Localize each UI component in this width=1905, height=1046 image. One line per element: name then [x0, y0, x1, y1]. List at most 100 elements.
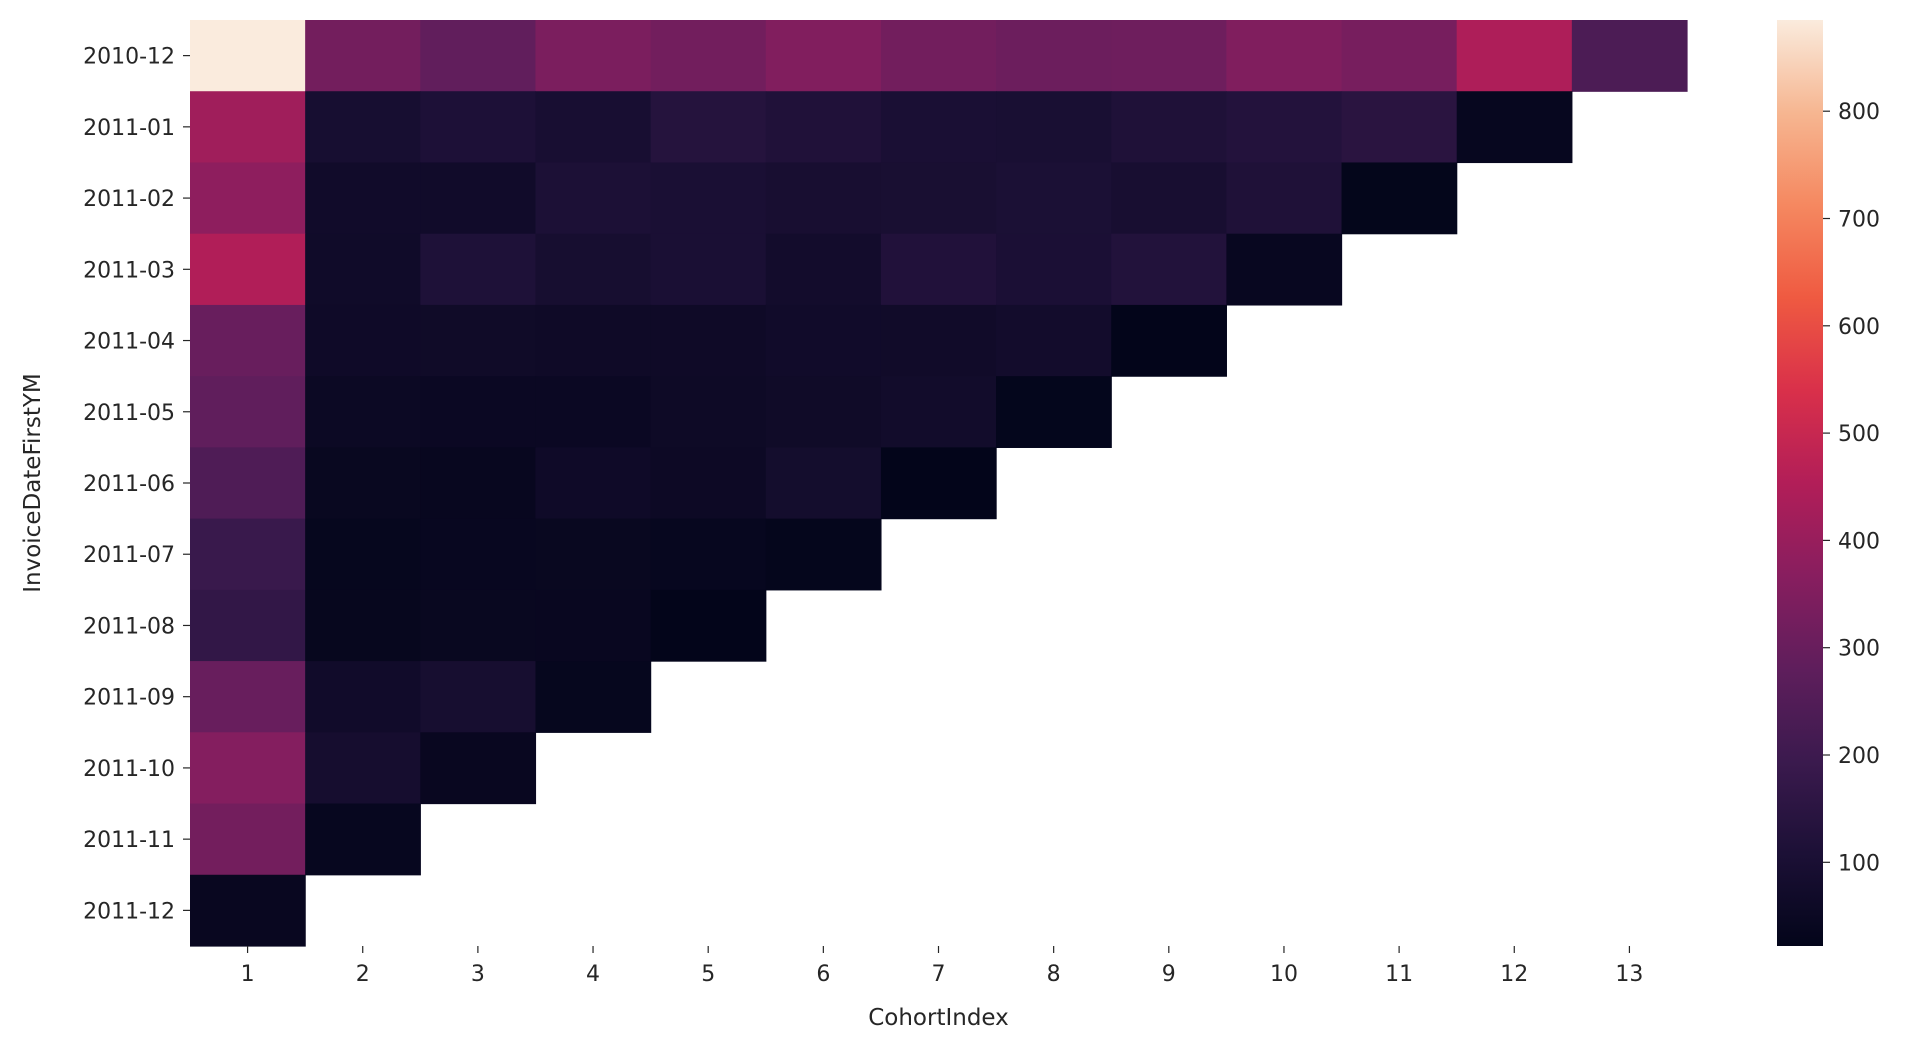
heatmap-cell: [1111, 304, 1227, 377]
heatmap-cell: [650, 447, 767, 520]
heatmap-cell: [305, 376, 421, 448]
heatmap-cell: [1341, 20, 1458, 92]
y-tick-label: 2011-09: [83, 686, 175, 711]
heatmap-cell: [535, 91, 652, 164]
y-tick-label: 2010-12: [83, 45, 175, 70]
x-tick-label: 11: [1385, 962, 1413, 987]
heatmap-cell: [880, 162, 997, 235]
heatmap-cell: [305, 518, 421, 591]
heatmap-cell: [420, 732, 537, 805]
heatmap-cell: [190, 304, 306, 377]
colorbar-tick-label: 200: [1838, 744, 1880, 769]
heatmap-cell: [190, 803, 306, 876]
heatmap-cell: [765, 233, 882, 306]
x-axis-ticks: 1 2 3 4 5 6 7 8 9 10 11 12 13: [241, 946, 1643, 987]
heatmap-cell: [305, 803, 421, 876]
heatmap-cell: [996, 376, 1112, 448]
heatmap-cell: [880, 233, 997, 306]
heatmap-cell: [1226, 20, 1343, 92]
heatmap-cell: [190, 589, 306, 662]
heatmap-cell: [535, 162, 652, 235]
heatmap-cell: [305, 732, 421, 805]
heatmap-cell: [420, 91, 537, 164]
x-axis-label: CohortIndex: [868, 1005, 1009, 1031]
heatmap-cell: [650, 162, 767, 235]
heatmap-cell: [305, 447, 421, 520]
heatmap-cell: [880, 447, 997, 520]
heatmap-cell: [305, 233, 421, 306]
heatmap-cell: [880, 91, 997, 164]
heatmap-cell: [420, 162, 537, 235]
heatmap-cell: [996, 233, 1112, 306]
heatmap-cell: [650, 20, 767, 92]
colorbar-tick-label: 800: [1838, 100, 1880, 125]
heatmap-cell: [535, 518, 652, 591]
heatmap-cell: [650, 233, 767, 306]
x-tick-label: 13: [1615, 962, 1643, 987]
heatmap-cell: [190, 162, 306, 235]
heatmap-cell: [420, 304, 537, 377]
heatmap-cell: [420, 447, 537, 520]
y-tick-label: 2011-10: [83, 757, 175, 782]
y-tick-label: 2011-02: [83, 187, 175, 212]
y-tick-label: 2011-07: [83, 543, 175, 568]
colorbar-tick-label: 300: [1838, 637, 1880, 662]
heatmap-cell: [765, 91, 882, 164]
heatmap-cell: [305, 661, 421, 733]
heatmap-cell: [1341, 91, 1458, 164]
heatmap-cell: [1111, 233, 1227, 306]
x-tick-label: 12: [1500, 962, 1528, 987]
heatmap-cell: [535, 376, 652, 448]
heatmap-cell: [535, 20, 652, 92]
x-tick-label: 6: [816, 962, 830, 987]
x-tick-label: 8: [1047, 962, 1061, 987]
heatmap-cell: [420, 589, 537, 662]
y-tick-label: 2011-06: [83, 472, 175, 497]
heatmap-cell: [535, 661, 652, 733]
heatmap-cell: [535, 447, 652, 520]
heatmap-cell: [880, 304, 997, 377]
heatmap-cell: [535, 233, 652, 306]
heatmap-cell: [420, 20, 537, 92]
heatmap-cell: [305, 91, 421, 164]
y-tick-label: 2011-05: [83, 401, 175, 426]
heatmap-cell: [996, 304, 1112, 377]
heatmap-cell: [765, 518, 882, 591]
y-axis-ticks: 2010-12 2011-01 2011-02 2011-03 2011-04 2011-…: [83, 45, 190, 924]
x-tick-label: 3: [471, 962, 485, 987]
colorbar-tick-label: 500: [1838, 422, 1880, 447]
heatmap-cell: [190, 874, 306, 947]
heatmap-cell: [996, 91, 1112, 164]
y-axis-label: InvoiceDateFirstYM: [20, 373, 46, 593]
heatmap-cell: [1226, 91, 1343, 164]
heatmap-cell: [650, 518, 767, 591]
y-tick-label: 2011-04: [83, 330, 175, 355]
y-tick-label: 2011-08: [83, 614, 175, 639]
heatmap-cell: [765, 162, 882, 235]
heatmap-cell: [880, 376, 997, 448]
heatmap-cell: [765, 447, 882, 520]
heatmap-cell: [535, 304, 652, 377]
heatmap-cell: [190, 447, 306, 520]
colorbar-tick-label: 600: [1838, 315, 1880, 340]
y-tick-label: 2011-11: [83, 828, 175, 853]
heatmap-cell: [1571, 20, 1688, 92]
heatmap-cell: [190, 233, 306, 306]
heatmap-cell: [765, 376, 882, 448]
heatmap-cell: [190, 376, 306, 448]
heatmap-cell: [420, 518, 537, 591]
x-tick-label: 2: [356, 962, 370, 987]
heatmap-cell: [1341, 162, 1458, 235]
heatmap-cell: [1456, 91, 1573, 164]
colorbar-tick-label: 400: [1838, 529, 1880, 554]
heatmap-cell: [1111, 91, 1227, 164]
heatmap-cell: [420, 376, 537, 448]
colorbar-tick-label: 700: [1838, 208, 1880, 233]
heatmap-cell: [305, 20, 421, 92]
heatmap-cell: [1456, 20, 1573, 92]
x-tick-label: 4: [586, 962, 600, 987]
heatmap-cell: [190, 518, 306, 591]
heatmap-cell: [650, 304, 767, 377]
heatmap-cell: [190, 732, 306, 805]
